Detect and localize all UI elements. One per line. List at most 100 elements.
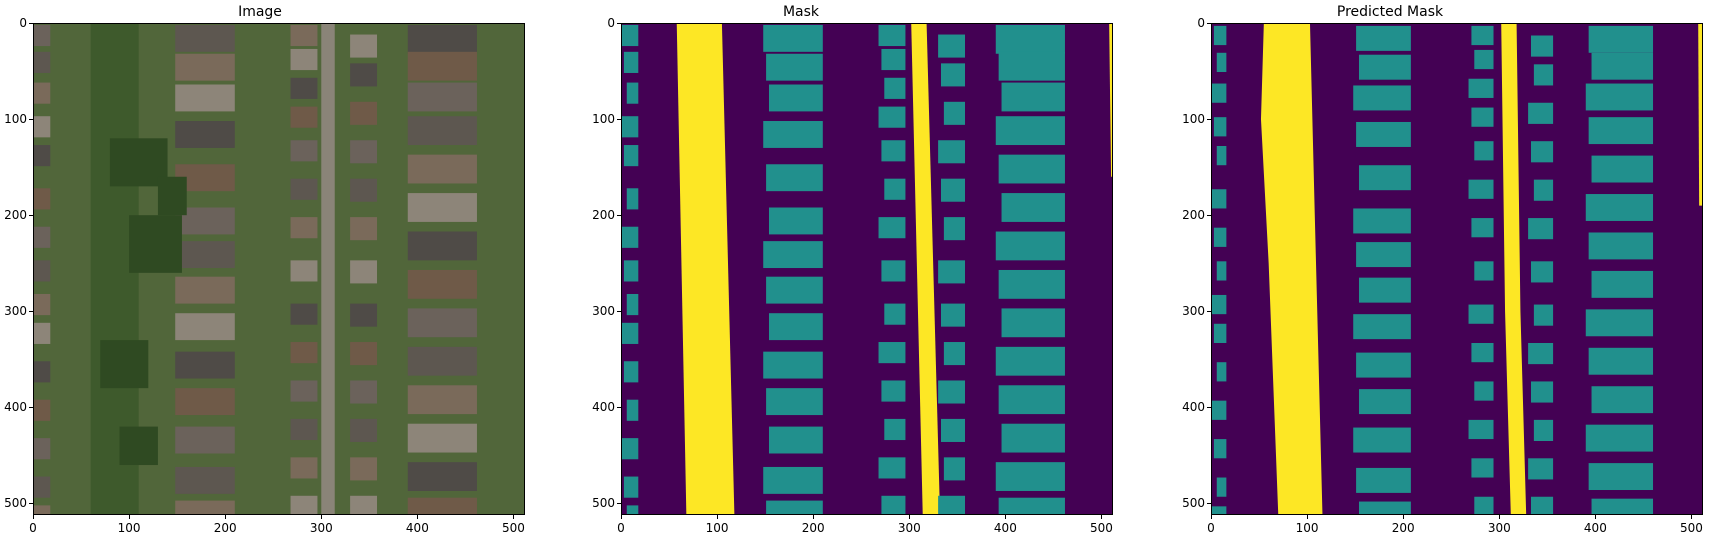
building-region	[1211, 294, 1227, 315]
building-region	[995, 24, 1065, 54]
house-roof	[33, 145, 51, 167]
y-tick-label: 200	[4, 208, 27, 223]
building-region	[1588, 25, 1654, 53]
building-region	[878, 106, 906, 128]
house-roof	[350, 217, 378, 241]
x-tick-label: 0	[1207, 521, 1215, 535]
building-region	[995, 462, 1065, 491]
x-tick-label: 200	[801, 521, 825, 535]
x-tick-mark	[1403, 515, 1405, 519]
house-roof	[175, 241, 235, 269]
x-tick-mark	[129, 515, 131, 519]
building-region	[1216, 261, 1227, 281]
x-tick-label: 500	[1680, 521, 1703, 535]
building-region	[1528, 342, 1554, 365]
house-roof	[407, 423, 477, 453]
panel-image: Image	[0, 0, 520, 539]
x-tick-label: 0	[29, 521, 37, 535]
building-region	[1468, 78, 1494, 98]
x-tick-mark	[909, 515, 911, 519]
building-region	[1528, 458, 1554, 480]
building-region	[623, 361, 639, 383]
building-region	[623, 476, 639, 498]
building-region	[1216, 146, 1227, 166]
house-roof	[350, 380, 378, 404]
building-region	[943, 342, 966, 366]
house-roof	[33, 293, 51, 316]
building-region	[1588, 463, 1654, 491]
house-roof	[175, 121, 235, 148]
house-roof	[290, 260, 318, 282]
building-region	[1530, 496, 1554, 515]
building-region	[1588, 232, 1654, 260]
house-roof	[290, 178, 318, 200]
building-region	[940, 178, 966, 202]
building-region	[766, 164, 823, 192]
panel-title: Predicted Mask	[1336, 4, 1444, 20]
house-roof	[290, 457, 318, 479]
building-region	[763, 241, 823, 269]
building-region	[943, 217, 966, 241]
building-region	[1216, 52, 1227, 73]
road-region	[1698, 23, 1703, 206]
x-tick-label: 100	[1295, 521, 1319, 535]
house-roof	[407, 116, 477, 146]
x-tick-mark	[1691, 515, 1693, 519]
building-region	[940, 418, 966, 442]
house-roof	[33, 505, 51, 515]
y-tick-mark	[29, 407, 33, 409]
building-region	[995, 346, 1065, 376]
building-region	[1530, 141, 1554, 163]
building-region	[1211, 189, 1227, 209]
y-tick-label: 300	[4, 304, 27, 319]
building-region	[1356, 121, 1411, 147]
building-region	[881, 495, 906, 515]
house-roof	[33, 51, 51, 73]
building-region	[768, 313, 823, 341]
y-tick-mark	[1207, 215, 1211, 217]
building-region	[1585, 194, 1654, 221]
house-roof	[350, 63, 378, 87]
x-tick-mark	[813, 515, 815, 519]
building-region	[768, 426, 823, 454]
building-region	[1471, 458, 1494, 478]
building-region	[1213, 439, 1227, 459]
house-roof	[350, 140, 378, 164]
y-tick-mark	[29, 119, 33, 121]
building-region	[884, 178, 906, 200]
building-region	[1528, 218, 1554, 240]
building-region	[1471, 107, 1494, 127]
building-region	[1216, 477, 1227, 497]
house-roof	[33, 438, 51, 460]
building-region	[1001, 423, 1065, 453]
x-tick-mark	[1211, 515, 1212, 519]
y-tick-label: 200	[592, 208, 615, 223]
building-region	[938, 140, 966, 164]
y-tick-mark	[1207, 23, 1211, 24]
building-region	[1211, 83, 1227, 103]
building-region	[1471, 218, 1494, 238]
house-roof	[290, 48, 318, 71]
road-region	[676, 23, 735, 515]
y-tick-label: 0	[19, 16, 27, 30]
building-region	[626, 82, 639, 104]
building-region	[1591, 498, 1654, 515]
x-tick-label: 200	[213, 521, 237, 535]
y-tick-label: 500	[592, 496, 615, 511]
panel-mask: Mask	[541, 0, 1061, 539]
building-region	[1533, 304, 1554, 326]
x-tick-label: 300	[309, 521, 333, 535]
y-tick-label: 100	[1182, 112, 1205, 127]
building-region	[881, 48, 906, 71]
building-region	[1216, 362, 1227, 382]
road-region	[1501, 23, 1527, 515]
building-region	[938, 34, 966, 58]
building-region	[768, 84, 823, 112]
building-region	[1585, 83, 1654, 111]
x-tick-label: 500	[1090, 521, 1113, 535]
building-region	[1353, 85, 1411, 111]
house-roof	[175, 313, 235, 341]
building-region	[621, 226, 639, 248]
building-region	[1211, 506, 1227, 515]
building-region	[943, 101, 966, 125]
